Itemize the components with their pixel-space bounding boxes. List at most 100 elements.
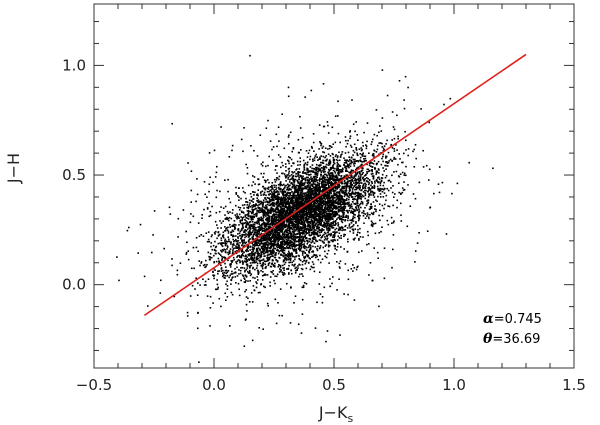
scatter-point [390,187,392,189]
scatter-point [325,207,327,209]
scatter-point [346,163,349,166]
scatter-point [294,207,296,210]
scatter-point [374,180,376,183]
scatter-point [400,214,402,216]
scatter-point [278,140,280,142]
scatter-point [294,244,296,247]
scatter-point [260,216,262,219]
scatter-point [366,140,368,143]
scatter-point [272,146,275,148]
scatter-point [287,207,289,209]
scatter-point [270,207,273,209]
scatter-point [369,189,372,191]
scatter-point [344,136,347,138]
scatter-point [282,267,284,270]
scatter-point [359,214,361,217]
scatter-point [359,156,362,159]
scatter-point [292,147,295,149]
scatter-point [315,212,318,214]
scatter-point [232,276,234,278]
scatter-point [329,208,331,210]
scatter-point [296,191,299,193]
scatter-point [353,197,355,200]
scatter-point [308,174,310,176]
scatter-point [293,197,295,199]
scatter-point [202,278,204,280]
scatter-point [288,142,290,145]
scatter-point [266,190,269,193]
scatter-point [292,218,294,221]
scatter-point [281,244,283,247]
scatter-point [397,135,399,138]
scatter-point [313,195,315,197]
scatter-point [257,254,259,256]
scatter-point [303,235,305,238]
scatter-point [252,212,254,214]
scatter-point [257,242,260,244]
scatter-point [280,269,282,271]
scatter-point [347,278,350,281]
scatter-point [288,264,290,267]
scatter-point [336,239,339,241]
scatter-point [282,259,285,261]
scatter-point [302,284,305,287]
scatter-point [220,222,223,224]
scatter-point [268,197,270,199]
scatter-point [169,213,172,215]
scatter-point [282,249,285,252]
scatter-point [225,269,228,272]
scatter-point [225,227,228,229]
scatter-point [248,301,251,303]
scatter-point [318,247,321,250]
scatter-point [212,244,215,247]
scatter-point [301,243,304,246]
scatter-point [386,161,388,163]
scatter-point [346,180,349,183]
scatter-point [290,182,292,185]
scatter-point [358,180,360,183]
scatter-point [275,221,277,224]
scatter-point [288,230,291,233]
scatter-point [217,272,219,275]
scatter-point [331,210,333,213]
scatter-point [282,260,285,263]
scatter-point [393,220,395,222]
scatter-point [273,256,276,259]
scatter-point [327,195,329,198]
scatter-point [244,257,246,260]
scatter-point [300,201,303,204]
scatter-point [304,247,306,250]
scatter-point [375,170,378,173]
scatter-point [356,186,358,188]
scatter-point [235,282,237,284]
scatter-point [246,172,249,175]
scatter-point [190,213,192,215]
scatter-point [343,293,345,295]
scatter-point [307,182,310,184]
scatter-point [321,229,324,231]
scatter-point [265,267,267,269]
scatter-point [282,164,284,167]
scatter-point [383,207,385,210]
scatter-point [366,177,368,179]
scatter-point [278,256,280,259]
scatter-point [329,182,332,185]
scatter-point [292,227,295,229]
scatter-point [290,224,293,226]
scatter-point [373,160,376,162]
scatter-point [324,211,327,213]
scatter-point [264,229,266,231]
scatter-point [244,234,246,236]
scatter-point [261,266,264,268]
scatter-point [287,225,289,228]
scatter-point [312,170,314,172]
scatter-point [264,286,266,289]
scatter-point [267,245,269,247]
scatter-point [283,187,285,190]
scatter-point [314,168,316,171]
scatter-point [323,186,326,189]
scatter-point [279,184,282,187]
scatter-point [283,240,286,243]
scatter-point [364,182,366,185]
scatter-point [209,210,212,213]
